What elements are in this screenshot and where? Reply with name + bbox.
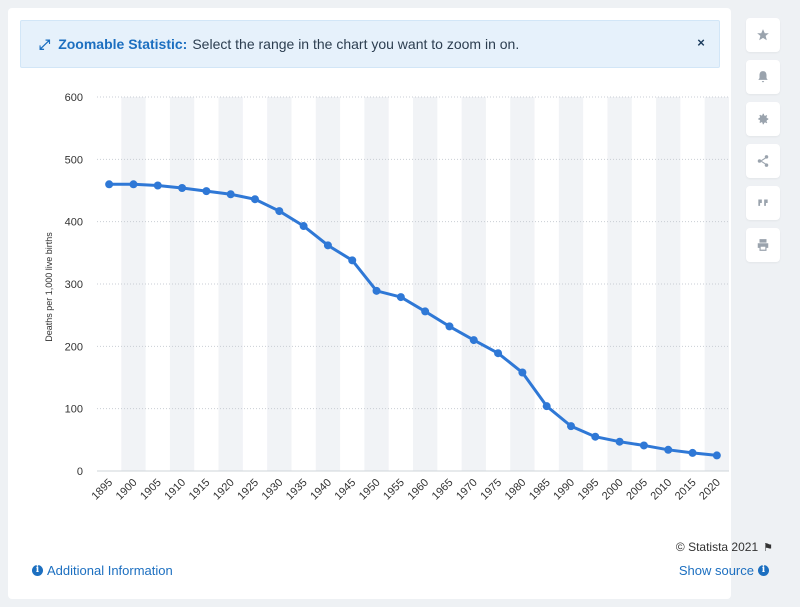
data-point (712, 451, 721, 460)
x-tick-label: 2015 (673, 477, 699, 503)
x-tick-label: 1955 (381, 477, 407, 503)
info-icon: i (32, 565, 43, 576)
y-axis-label: Deaths per 1,000 live births (44, 232, 54, 342)
data-point (469, 336, 478, 345)
x-tick-label: 1975 (478, 477, 504, 503)
statista-credit: © Statista 2021 ⚑ (676, 540, 773, 554)
y-tick-label: 0 (77, 466, 83, 478)
data-point (348, 256, 357, 265)
data-point (567, 422, 575, 431)
share-icon[interactable] (746, 144, 780, 178)
show-source-label: Show source (678, 563, 754, 578)
data-point (639, 441, 648, 450)
x-tick-label: 1945 (333, 477, 359, 503)
banner-text: Select the range in the chart you want t… (192, 36, 520, 52)
data-point (226, 190, 235, 199)
x-tick-label: 2005 (624, 477, 650, 503)
x-tick-label: 1995 (576, 477, 602, 503)
sidebar-toolbar (746, 18, 780, 270)
data-point (178, 184, 187, 193)
data-point (494, 349, 503, 358)
x-tick-label: 1930 (260, 477, 286, 503)
column-band (704, 97, 729, 471)
data-point (445, 322, 454, 331)
y-tick-label: 100 (65, 404, 83, 416)
data-point (153, 181, 162, 190)
column-band (267, 97, 292, 471)
x-tick-label: 1900 (114, 477, 140, 503)
series-line (107, 182, 719, 457)
data-point (421, 307, 430, 316)
x-tick-label: 1905 (138, 477, 164, 503)
x-tick-label: 2000 (600, 477, 626, 503)
x-tick-label: 1925 (235, 477, 261, 503)
data-point (202, 187, 211, 196)
column-band (461, 97, 486, 471)
data-point (251, 195, 259, 204)
y-tick-label: 600 (65, 92, 83, 104)
data-point (664, 445, 673, 454)
x-tick-label: 1920 (211, 477, 237, 503)
data-point (323, 241, 332, 250)
data-point (129, 180, 138, 189)
info-icon: i (758, 565, 769, 576)
x-tick-label: 2010 (649, 477, 675, 503)
column-band (510, 97, 535, 471)
y-tick-label: 400 (65, 217, 83, 229)
x-tick-label: 1980 (503, 477, 529, 503)
data-point (299, 222, 308, 231)
y-tick-label: 200 (65, 341, 83, 353)
quote-icon[interactable] (746, 186, 780, 220)
bell-icon[interactable] (746, 60, 780, 94)
column-band (218, 97, 243, 471)
y-tick-label: 500 (65, 154, 83, 166)
x-tick-label: 2020 (697, 477, 723, 503)
x-tick-label: 1960 (405, 477, 431, 503)
show-source-link[interactable]: Show source i (679, 563, 773, 578)
credit-text: © Statista 2021 (675, 540, 759, 554)
y-tick-label: 300 (65, 279, 83, 291)
data-point (105, 180, 114, 189)
x-tick-label: 1935 (284, 477, 310, 503)
data-point (615, 437, 624, 446)
x-tick-label: 1910 (162, 477, 188, 503)
x-tick-label: 1940 (308, 477, 334, 503)
line-chart[interactable]: 0100200300400500600189519001905191019151… (0, 0, 740, 540)
gear-icon[interactable] (746, 102, 780, 136)
data-point (542, 402, 551, 411)
x-tick-label: 1895 (89, 477, 115, 503)
x-tick-label: 1970 (454, 477, 480, 503)
zoom-banner: ⤢ Zoomable Statistic: Select the range i… (20, 20, 720, 68)
additional-information-label: Additional Information (47, 563, 173, 578)
x-tick-label: 1915 (187, 477, 213, 503)
data-point (396, 293, 405, 302)
print-icon[interactable] (746, 228, 780, 262)
x-tick-label: 1985 (527, 477, 553, 503)
banner-title: Zoomable Statistic: (58, 36, 188, 52)
data-point (275, 207, 284, 216)
data-point (688, 448, 697, 457)
data-point (591, 432, 600, 441)
x-tick-label: 1990 (551, 477, 577, 503)
flag-icon: ⚑ (763, 541, 773, 554)
data-point (372, 286, 381, 295)
expand-arrows-icon: ⤢ (39, 35, 51, 52)
star-icon[interactable] (746, 18, 780, 52)
close-icon[interactable]: × (697, 35, 705, 50)
additional-information-link[interactable]: i Additional Information (28, 563, 173, 578)
x-tick-label: 1965 (430, 477, 456, 503)
data-point (518, 368, 527, 377)
x-tick-label: 1950 (357, 477, 383, 503)
